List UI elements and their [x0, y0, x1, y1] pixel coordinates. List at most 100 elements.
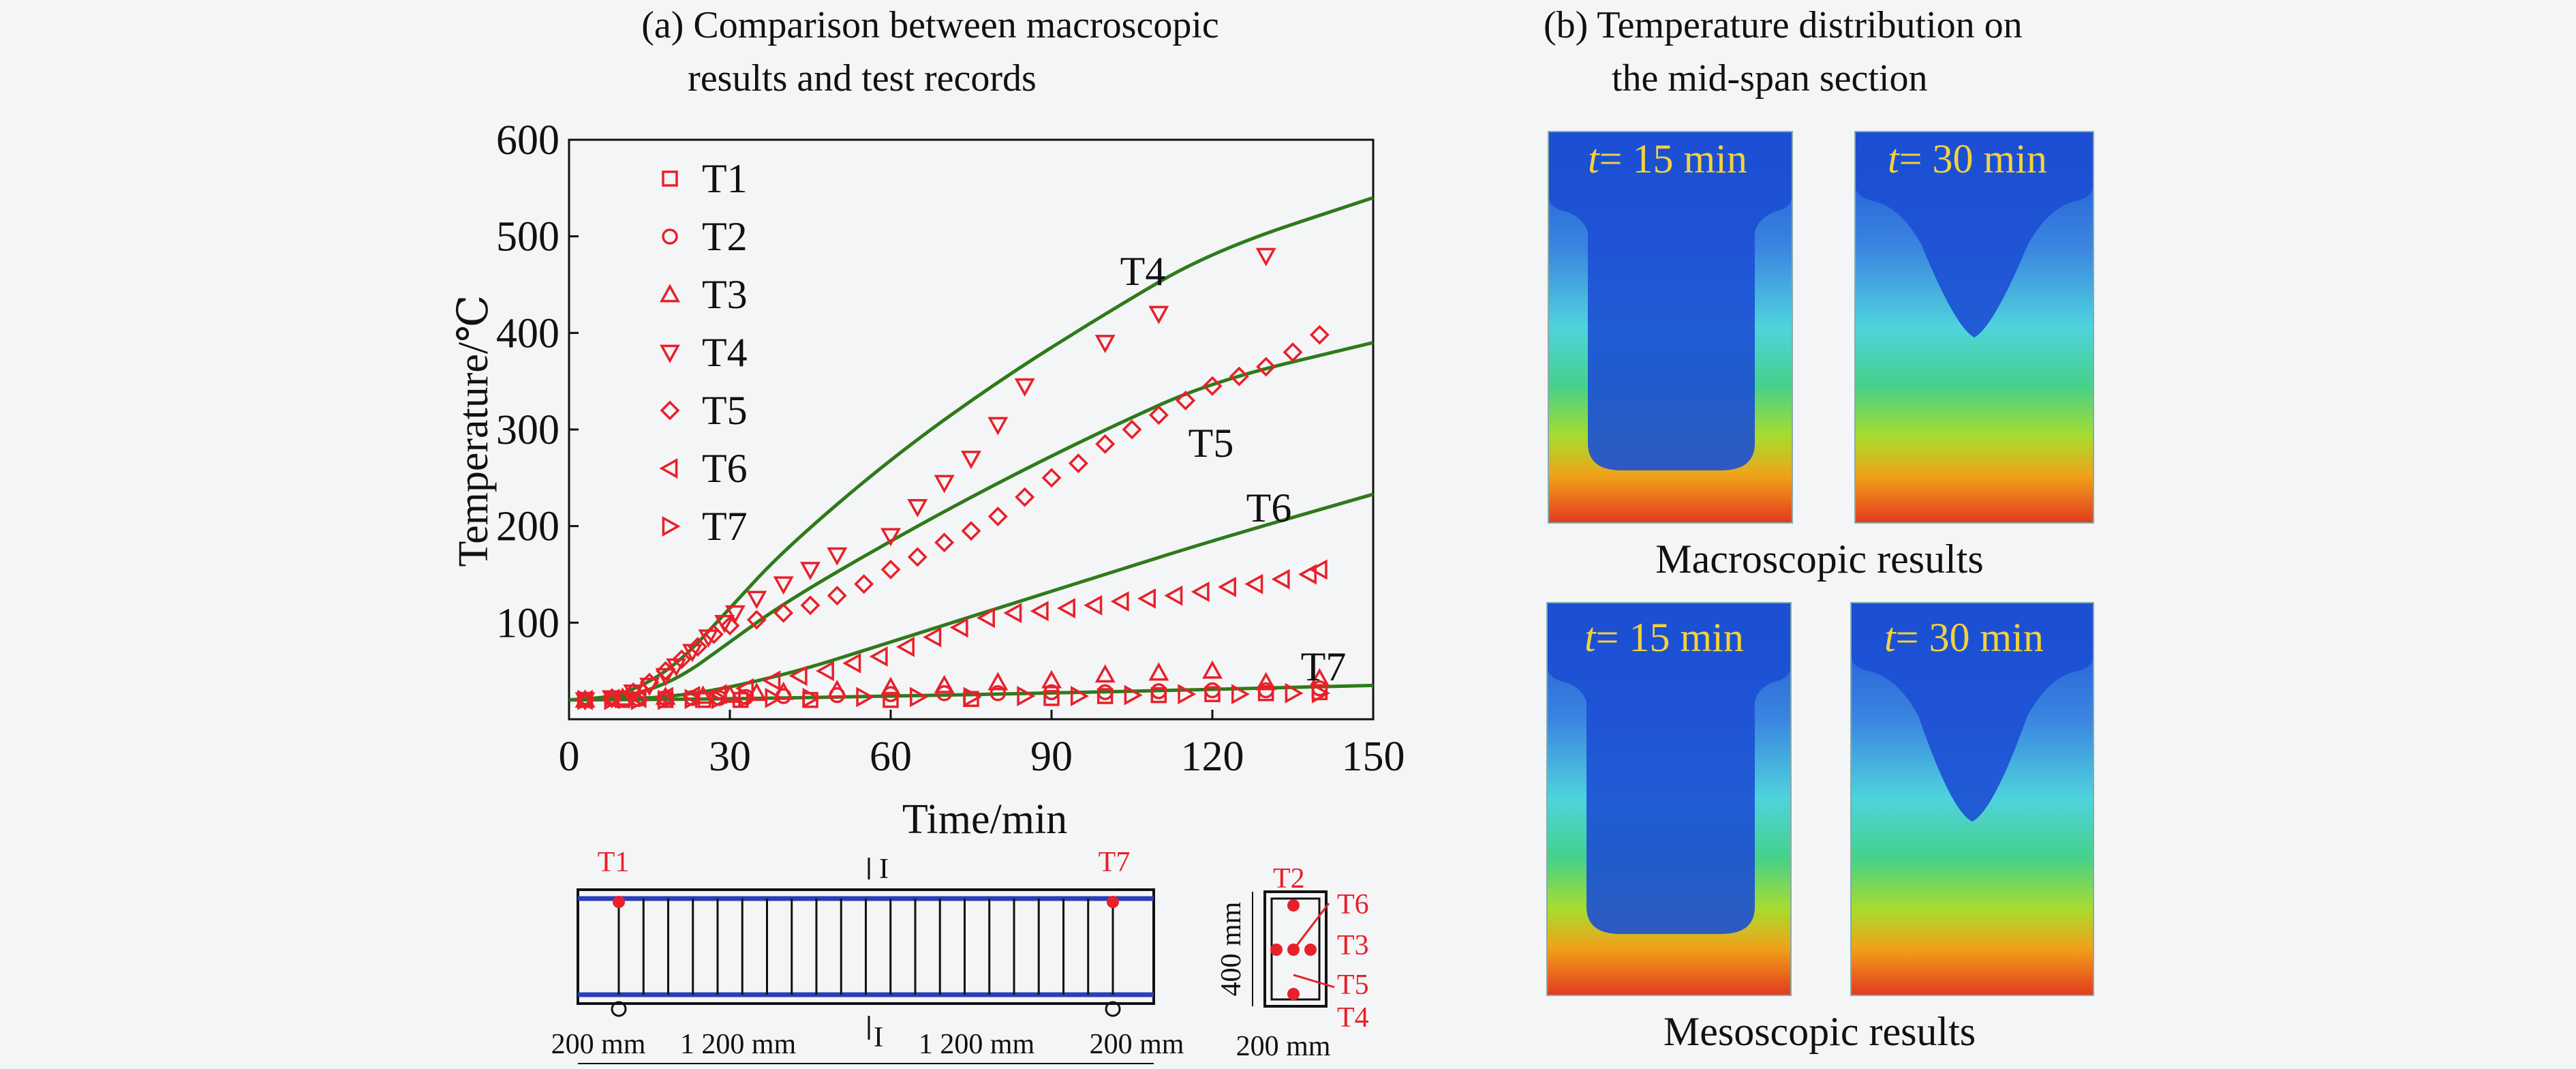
data-point-t5 — [854, 574, 874, 594]
data-point-t4 — [1148, 305, 1169, 325]
legend-marker-t3 — [660, 284, 680, 303]
data-point-t7 — [1070, 686, 1089, 706]
data-point-t5 — [907, 547, 927, 567]
data-point-t6 — [1110, 591, 1129, 612]
data-point-t4 — [961, 451, 981, 470]
leader-t5 — [1293, 974, 1335, 989]
sensor-dot-t2 — [1287, 899, 1300, 912]
data-markers — [574, 247, 1330, 711]
data-point-t6 — [815, 661, 834, 682]
map-time-label-4: t= 30 min — [1884, 615, 2044, 660]
sensor-dot-t3a — [1270, 944, 1283, 956]
data-point-t7 — [630, 689, 649, 710]
data-point-t7 — [604, 689, 623, 710]
data-point-t2 — [1204, 682, 1221, 699]
data-point-t6 — [1003, 603, 1022, 624]
data-point-t6 — [1271, 569, 1290, 590]
beam-elevation-diagram: T1 T7 I I 200 mm 1 200 mm 1 200 mm 200 m… — [551, 847, 1184, 1064]
dim-span-right: 1 200 mm — [919, 1029, 1035, 1060]
data-point-t3 — [1202, 660, 1223, 679]
section-label-t4: T4 — [1337, 1002, 1369, 1034]
sensor-dot-t7 — [1107, 896, 1119, 908]
legend-marker-t7 — [662, 516, 681, 537]
x-tick-label: 90 — [1030, 734, 1073, 780]
y-tick-label: 600 — [496, 117, 559, 164]
data-point-t5 — [1095, 434, 1116, 454]
data-point-t7 — [577, 689, 596, 710]
data-point-t5 — [656, 661, 676, 681]
data-point-t6 — [1030, 601, 1049, 622]
support-left — [611, 1001, 627, 1017]
legend-label-t7: T7 — [702, 504, 748, 549]
series-t4 — [574, 247, 1276, 711]
data-point-t7 — [1017, 686, 1036, 706]
data-point-t5 — [934, 532, 955, 553]
legend-label-t3: T3 — [702, 272, 748, 317]
sensor-dot-t4 — [1287, 988, 1300, 1000]
data-point-t6 — [708, 684, 727, 705]
data-point-t6 — [1191, 582, 1210, 602]
section-label-top: I — [879, 854, 889, 885]
legend-marker-t6 — [659, 458, 678, 479]
support-right — [1105, 1001, 1121, 1017]
data-point-t5 — [671, 649, 692, 669]
legend-marker-t1 — [662, 170, 678, 187]
data-point-t6 — [1137, 588, 1156, 609]
data-point-t7 — [909, 687, 928, 708]
data-point-t7 — [711, 689, 730, 710]
data-point-t3 — [827, 679, 848, 698]
data-point-t5 — [1148, 405, 1169, 425]
data-point-t4 — [987, 417, 1009, 436]
x-tick-label: 60 — [870, 734, 912, 780]
plot-frame — [568, 138, 1375, 721]
map-meso-15min — [1546, 602, 1792, 996]
x-tick-label: 120 — [1181, 734, 1244, 780]
sensor-dot-t3c — [1304, 944, 1317, 956]
series-t5 — [575, 325, 1330, 710]
data-point-t5 — [800, 595, 821, 616]
data-point-t7 — [856, 687, 875, 708]
data-point-t3 — [880, 676, 901, 695]
data-point-t5 — [1176, 391, 1196, 410]
data-point-t3 — [1255, 672, 1276, 691]
data-point-t5 — [746, 609, 767, 630]
data-point-t5 — [688, 637, 708, 657]
data-point-t6 — [681, 686, 701, 706]
stirrups — [617, 899, 1114, 995]
data-point-t7 — [963, 687, 982, 708]
data-point-t6 — [949, 617, 968, 638]
x-tick-label: 0 — [559, 734, 580, 780]
section-outline — [1263, 890, 1328, 1008]
data-point-t5 — [961, 521, 981, 541]
data-point-t5 — [1229, 366, 1249, 387]
curve-label-t7: T7 — [1301, 644, 1347, 689]
data-point-t5 — [1015, 487, 1035, 507]
data-point-t7 — [802, 687, 821, 708]
panel-a-title-line1: (a) Comparison between macroscopic — [641, 4, 1218, 46]
map-time-label-1: t= 15 min — [1588, 136, 1747, 181]
map-macro-30min — [1854, 131, 2094, 524]
series-t7 — [577, 682, 1330, 710]
data-point-t4 — [746, 590, 767, 609]
data-point-t4 — [714, 614, 735, 633]
data-point-t6 — [1298, 564, 1317, 585]
data-point-t6 — [923, 627, 942, 648]
data-point-t6 — [654, 687, 673, 708]
data-point-t5 — [1256, 357, 1276, 377]
data-point-t5 — [703, 624, 724, 644]
data-point-t7 — [1311, 682, 1330, 704]
data-point-t2 — [1150, 683, 1167, 699]
dim-support-right: 200 mm — [1090, 1029, 1184, 1060]
data-point-t3 — [987, 672, 1009, 691]
data-point-t4 — [1255, 247, 1276, 267]
dim-support-left: 200 mm — [551, 1029, 646, 1060]
x-tick-label: 150 — [1342, 734, 1405, 780]
data-point-t7 — [1231, 684, 1250, 705]
data-point-t4 — [880, 528, 901, 547]
legend-marker-t2 — [662, 228, 678, 245]
beam-outline — [577, 888, 1155, 1005]
caption-mesoscopic: Mesoscopic results — [1663, 1009, 1976, 1054]
map-time-label-3: t= 15 min — [1584, 615, 1744, 660]
data-point-t3 — [1041, 669, 1062, 689]
